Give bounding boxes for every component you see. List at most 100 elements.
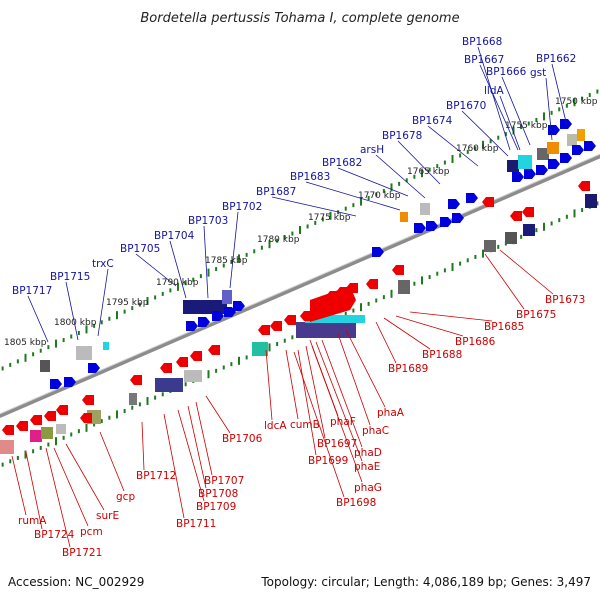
gene-label: arsH — [360, 144, 384, 156]
gene-label: BP1683 — [290, 171, 330, 183]
gene-leader-line — [479, 64, 519, 151]
forward-gene-arrow — [512, 172, 524, 182]
gene-label: BP1666 — [486, 66, 527, 78]
gene-leader-line — [265, 349, 273, 421]
gene-label: gst — [530, 67, 546, 79]
forward-gene-arrow — [414, 223, 426, 233]
gene-feature — [398, 280, 410, 294]
gene-label: phaG — [354, 482, 382, 494]
gene-feature — [0, 440, 14, 454]
gene-leader-line — [163, 413, 185, 519]
gene-leader-line — [297, 349, 317, 456]
gene-feature — [400, 212, 408, 222]
reverse-gene-arrow — [258, 325, 270, 335]
gene-label: phaD — [354, 447, 382, 459]
scale-label: 1765 kbp — [407, 167, 450, 177]
gene-leader-line — [99, 431, 125, 492]
forward-gene-arrow — [466, 193, 478, 203]
gene-leader-line — [141, 421, 145, 471]
accession-text: Accession: NC_002929 — [8, 575, 144, 589]
gene-label: ldcA — [264, 420, 287, 432]
gene-leader-line — [397, 140, 441, 185]
gene-feature — [567, 134, 577, 146]
reverse-gene-arrow — [270, 321, 282, 331]
forward-gene-arrow — [64, 377, 76, 387]
gene-label: BP1668 — [462, 36, 502, 48]
reverse-gene-arrow — [2, 425, 14, 435]
gene-leader-line — [65, 443, 105, 511]
gene-feature — [507, 160, 519, 172]
gene-label: trxC — [92, 258, 114, 270]
gene-feature — [420, 203, 430, 215]
gene-feature — [305, 315, 365, 323]
gene-blocks — [0, 119, 597, 454]
gene-feature — [183, 300, 227, 314]
gene-label: BP1712 — [136, 470, 176, 482]
gene-feature — [537, 148, 549, 160]
gene-leader-line — [501, 76, 531, 146]
reverse-gene-arrow — [16, 421, 28, 431]
gene-label: BP1688 — [422, 349, 462, 361]
gene-leader-line — [499, 249, 554, 295]
gene-label: BP1715 — [50, 271, 90, 283]
scale-label: 1800 kbp — [54, 318, 97, 328]
reverse-gene-arrow — [130, 375, 142, 385]
gene-leader-line — [135, 253, 177, 287]
gene-leader-line — [11, 455, 27, 516]
label-leader-lines — [11, 46, 568, 548]
gene-label: BP1678 — [382, 130, 422, 142]
forward-gene-arrow — [186, 321, 198, 331]
gene-label: BP1698 — [336, 497, 376, 509]
scale-label: 1755 kbp — [505, 121, 548, 131]
gene-leader-line — [545, 77, 553, 141]
gene-label: BP1703 — [188, 215, 228, 227]
reverse-gene-arrow — [56, 405, 68, 415]
genome-backbone — [0, 153, 600, 419]
summary-text: Topology: circular; Length: 4,086,189 bp… — [260, 575, 591, 589]
forward-gene-arrow — [233, 301, 245, 311]
gene-label: BP1670 — [446, 100, 486, 112]
gene-leader-line — [305, 181, 401, 211]
gene-label: BP1685 — [484, 321, 524, 333]
scale-label: 1805 kbp — [4, 338, 47, 348]
reverse-gene-arrow — [30, 415, 42, 425]
gene-leader-line — [551, 63, 568, 127]
forward-gene-arrow — [548, 125, 560, 135]
gene-label: BP1675 — [516, 309, 556, 321]
gene-label: cumB — [290, 419, 320, 431]
gene-label: BP1699 — [308, 455, 348, 467]
gene-label: BP1674 — [412, 115, 453, 127]
gene-label: BP1711 — [176, 518, 216, 530]
scale-label: 1775 kbp — [308, 213, 351, 223]
scale-label: 1750 kbp — [555, 97, 598, 107]
gene-leader-line — [65, 281, 79, 341]
gene-feature — [30, 430, 42, 442]
gene-leader-line — [395, 315, 464, 337]
reverse-gene-arrow — [578, 181, 590, 191]
gene-label: BP1709 — [196, 501, 236, 513]
gene-label: pcm — [80, 526, 103, 538]
gene-label: rumA — [18, 515, 47, 527]
gene-feature — [523, 224, 535, 236]
gene-label: BP1721 — [62, 547, 102, 559]
scale-label: 1780 kbp — [257, 235, 300, 245]
gene-leader-line — [427, 125, 479, 167]
gene-feature — [129, 393, 137, 405]
gene-label: phaC — [362, 425, 389, 437]
gene-feature — [296, 322, 356, 338]
gene-label: phaA — [377, 407, 405, 419]
reverse-gene-arrow — [300, 311, 312, 321]
gene-leader-line — [25, 451, 43, 530]
forward-gene-arrow — [448, 199, 460, 209]
gene-leader-line — [53, 447, 89, 527]
gene-label: BP1724 — [34, 529, 75, 541]
forward-gene-arrow — [212, 311, 224, 321]
gene-leader-line — [271, 196, 357, 217]
reverse-gene-arrow — [208, 345, 220, 355]
gene-leader-line — [375, 321, 397, 364]
gene-label: BP1673 — [545, 294, 585, 306]
gene-label: BP1708 — [198, 488, 238, 500]
forward-gene-arrow — [88, 363, 100, 373]
gene-feature — [76, 346, 92, 360]
